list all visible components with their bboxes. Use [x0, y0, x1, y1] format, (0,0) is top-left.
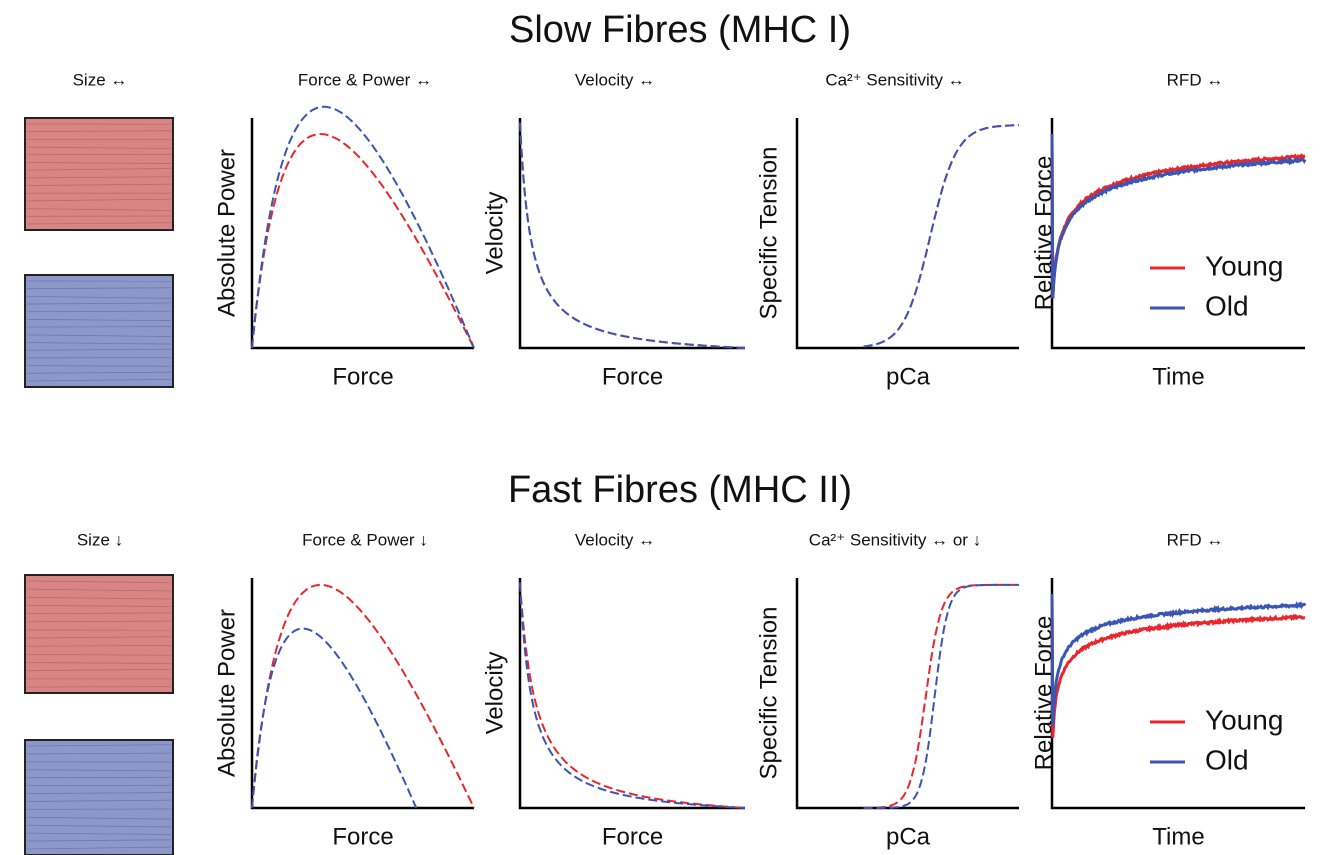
fibre-striation — [26, 146, 172, 149]
fibre-striation — [26, 580, 172, 584]
fibre-image — [24, 117, 174, 231]
fibre-striation — [26, 162, 172, 164]
schematic-curve — [1050, 594, 1306, 738]
panel-header: RFD ↔ — [1167, 70, 1224, 89]
panel-header: Size ↓ — [77, 530, 123, 549]
x-axis-label: Force — [602, 823, 663, 850]
x-axis-label: Time — [1152, 823, 1204, 850]
row-title: Fast Fibres (MHC II) — [508, 469, 852, 511]
fibre-image — [24, 574, 174, 694]
fibre-striation — [26, 824, 172, 828]
x-axis-label: pCa — [886, 823, 931, 850]
axes — [518, 118, 745, 350]
y-axis-label: Absolute Power — [213, 149, 240, 317]
schematic-curve — [863, 124, 1019, 348]
fibre-striation — [26, 208, 172, 211]
panel-header: Velocity ↔ — [575, 70, 655, 89]
axes — [250, 578, 474, 810]
axes — [795, 578, 1019, 810]
fibre-striation — [26, 326, 172, 328]
y-axis-label: Specific Tension — [755, 607, 782, 780]
fibre-striation — [26, 198, 172, 202]
fibre-striation — [26, 302, 172, 305]
panel-header: Velocity ↔ — [575, 530, 655, 549]
panel-header: Ca²⁺ Sensitivity ↔ — [825, 70, 964, 89]
fibre-striation — [26, 378, 172, 382]
fibre-striation — [26, 668, 172, 672]
fibre-striation — [26, 839, 172, 842]
schematic-curve — [863, 124, 1019, 348]
fibre-striation — [26, 334, 172, 337]
fibre-striation — [26, 744, 172, 747]
fibre-striation — [26, 792, 172, 794]
schematic-curve — [519, 122, 746, 349]
schematic-curve — [251, 133, 475, 349]
y-axis-label: Velocity — [481, 192, 508, 275]
fibre-striation — [26, 769, 172, 772]
fibre-striation — [26, 620, 172, 623]
schematic-curve — [863, 583, 1019, 809]
schematic-curve — [251, 583, 475, 809]
x-axis-label: Force — [332, 363, 393, 390]
fibre-striation — [26, 310, 172, 313]
x-axis-label: Force — [332, 823, 393, 850]
fibre-striation — [26, 183, 172, 186]
axes — [518, 578, 745, 810]
x-axis-label: pCa — [886, 363, 931, 390]
fibre-image — [24, 739, 174, 855]
y-axis-label: Absolute Power — [213, 609, 240, 777]
y-axis-label: Specific Tension — [755, 147, 782, 320]
fibre-striation — [26, 645, 172, 647]
schematic-curve — [1050, 594, 1307, 726]
legend-label: Young — [1205, 250, 1283, 281]
fibre-striation — [26, 752, 172, 755]
schematic-curve — [863, 583, 1019, 809]
fibre-striation — [26, 662, 172, 664]
legend-label: Old — [1205, 744, 1249, 775]
panel-header: RFD ↔ — [1167, 530, 1224, 549]
fibre-striation — [26, 342, 172, 345]
fibre-striation — [26, 319, 172, 321]
axes — [795, 118, 1019, 350]
fibre-striation — [26, 596, 172, 600]
fibre-striation — [26, 636, 172, 639]
panel-header: Ca²⁺ Sensitivity ↔ or ↓ — [809, 530, 981, 549]
panel-header: Force & Power ↓ — [302, 530, 428, 549]
fibre-striation — [26, 605, 172, 607]
axes — [1050, 118, 1305, 350]
panel-header: Force & Power ↔ — [298, 70, 432, 89]
fibre-striation — [26, 371, 172, 374]
fibre-striation — [26, 799, 172, 802]
fibre-striation — [26, 588, 172, 592]
fibre-striation — [26, 653, 172, 656]
legend-label: Young — [1205, 704, 1283, 735]
schematic-curve — [519, 122, 746, 349]
schematic-curve — [1050, 134, 1306, 298]
fibre-image — [24, 274, 174, 388]
legend-label: Old — [1205, 290, 1249, 321]
y-axis-label: Velocity — [481, 652, 508, 735]
schematic-curve — [519, 582, 746, 809]
schematic-curve — [519, 582, 746, 809]
fibre-striation — [26, 287, 172, 290]
fibre-striation — [26, 168, 172, 171]
fibre-striation — [26, 365, 172, 367]
fibre-striation — [26, 130, 172, 133]
fibre-striation — [26, 612, 172, 615]
fibre-striation — [26, 348, 172, 351]
x-axis-label: Force — [602, 363, 663, 390]
schematic-curve — [251, 627, 418, 809]
schematic-curve — [251, 105, 475, 349]
fibre-striation — [26, 222, 172, 225]
schematic-curve — [1050, 134, 1307, 299]
fibre-striation — [26, 846, 172, 850]
fibre-striation — [26, 816, 172, 820]
row-title: Slow Fibres (MHC I) — [509, 9, 851, 51]
fibre-striation — [26, 295, 172, 299]
panel-header: Size ↔ — [73, 70, 128, 89]
fibre-striation — [26, 176, 172, 179]
fibre-striation — [26, 832, 172, 835]
x-axis-label: Time — [1152, 363, 1204, 390]
